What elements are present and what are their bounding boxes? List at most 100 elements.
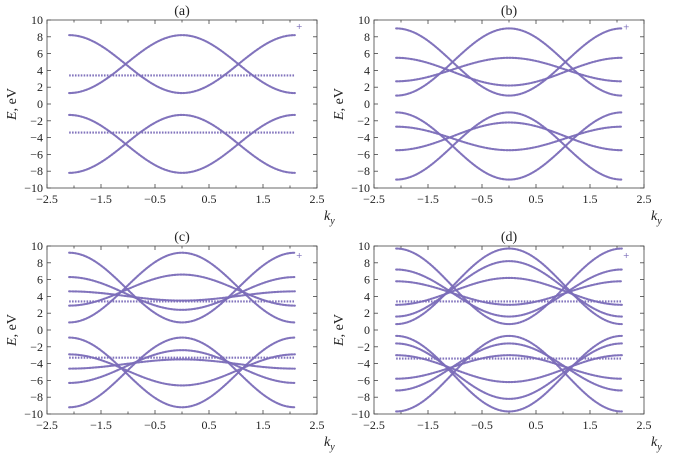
band-series-2: [68, 276, 296, 311]
x-tick-label: −0.5: [144, 192, 166, 206]
x-axis-subscript: y: [329, 442, 335, 453]
x-tick-label: −2.5: [36, 192, 58, 206]
band-series-5: [68, 113, 296, 174]
plot-frame: [46, 245, 318, 415]
x-tick-label: −0.5: [471, 418, 493, 432]
y-tick-label: −10: [24, 181, 43, 195]
y-tick-label: −4: [357, 357, 370, 371]
y-tick-label: −4: [30, 357, 43, 371]
y-tick-label: 4: [37, 289, 43, 303]
band-series-4: [395, 111, 623, 181]
y-tick-label: 6: [364, 47, 370, 61]
chart-panel-3: −2.5 −1.5 −0.5 0.5 1.5 2.5 10 8 6 4 2 0 −2 −4 −6 −8 −10 E…: [332, 230, 662, 453]
stray-data-point: +: [296, 251, 303, 260]
band-series-9: [395, 354, 623, 380]
x-tick-label: −2.5: [36, 418, 58, 432]
chart-panel-1: −2.5 −1.5 −0.5 0.5 1.5 2.5 10 8 6 4 2 0 −2 −4 −6 −8 −10 E…: [332, 4, 662, 227]
band-series-1: [395, 27, 623, 97]
band-series-4: [395, 280, 623, 306]
panel-label: (a): [174, 4, 190, 19]
y-tick-label: 4: [364, 63, 370, 77]
y-tick-label: −10: [24, 407, 43, 421]
y-tick-label: 10: [31, 239, 43, 253]
y-axis-symbol: E: [332, 111, 347, 121]
x-axis-label: ky: [324, 435, 335, 453]
y-tick-label: −2: [357, 340, 370, 354]
band-series-3: [395, 260, 623, 318]
band-series-7: [68, 358, 296, 370]
y-tick-label: 8: [37, 30, 43, 44]
y-tick-label: 8: [364, 256, 370, 270]
x-tick-label: 1.5: [256, 192, 271, 206]
y-tick-label: −6: [30, 147, 43, 161]
y-tick-label: 10: [31, 13, 43, 27]
y-tick-label: 0: [364, 323, 370, 337]
y-axis-label: E, eV: [332, 88, 347, 121]
x-tick-label: −1.5: [417, 192, 439, 206]
y-axis-unit: , eV: [332, 314, 347, 337]
y-tick-label: 2: [364, 80, 370, 94]
x-tick-label: 2.5: [637, 192, 652, 206]
plot-frame: [373, 245, 645, 415]
y-axis-unit: , eV: [332, 88, 347, 111]
x-tick-label: −0.5: [471, 192, 493, 206]
x-tick-label: −1.5: [417, 418, 439, 432]
band-series-13: [395, 334, 623, 413]
y-axis-symbol: E: [5, 337, 20, 347]
band-series-4: [68, 113, 296, 174]
y-tick-label: 0: [364, 97, 370, 111]
y-tick-label: 2: [37, 306, 43, 320]
chart-panel-0: −2.5 −1.5 −0.5 0.5 1.5 2.5 10 8 6 4 2 0 −2 −4 −6 −8 −10 E…: [5, 4, 335, 227]
band-series-8: [68, 353, 296, 387]
y-tick-label: 10: [358, 239, 370, 253]
band-series-0: [68, 251, 296, 324]
x-tick-label: −2.5: [363, 192, 385, 206]
y-tick-label: 6: [364, 273, 370, 287]
chart-panel-2: −2.5 −1.5 −0.5 0.5 1.5 2.5 10 8 6 4 2 0 −2 −4 −6 −8 −10 E…: [5, 230, 335, 453]
band-series-1: [395, 247, 623, 326]
y-tick-label: 8: [37, 256, 43, 270]
band-series-0: [395, 27, 623, 97]
x-axis-label: ky: [324, 209, 335, 227]
band-series-3: [68, 273, 296, 307]
band-series-5: [395, 111, 623, 181]
band-series-0: [68, 34, 296, 95]
y-axis-label: E, eV: [332, 314, 347, 347]
x-tick-label: 0.5: [202, 418, 217, 432]
x-axis-symbol: k: [324, 435, 331, 450]
x-tick-label: −0.5: [144, 418, 166, 432]
x-tick-label: 1.5: [256, 418, 271, 432]
y-tick-label: −10: [351, 181, 370, 195]
y-axis-unit: , eV: [5, 88, 20, 111]
band-series-1: [68, 34, 296, 95]
y-tick-label: −4: [357, 131, 370, 145]
x-tick-label: 2.5: [637, 418, 652, 432]
band-series-6: [395, 125, 623, 152]
x-axis-symbol: k: [651, 209, 658, 224]
x-tick-label: 2.5: [310, 192, 325, 206]
y-tick-label: −2: [30, 114, 43, 128]
plot-frame: [46, 19, 318, 189]
y-tick-label: 2: [364, 306, 370, 320]
x-axis-subscript: y: [656, 216, 662, 227]
stray-data-point: +: [296, 22, 303, 31]
y-axis-label: E, eV: [5, 314, 20, 347]
y-axis-symbol: E: [5, 111, 20, 121]
band-series-4: [68, 290, 296, 302]
band-series-8: [395, 354, 623, 384]
x-tick-label: 0.5: [202, 192, 217, 206]
band-series-10: [68, 336, 296, 409]
x-axis-symbol: k: [651, 435, 658, 450]
y-tick-label: −6: [357, 147, 370, 161]
y-tick-label: −10: [351, 407, 370, 421]
band-series-12: [395, 334, 623, 413]
panel-label: (d): [501, 230, 518, 245]
y-tick-label: 10: [358, 13, 370, 27]
stray-data-point: +: [623, 251, 630, 260]
x-tick-label: −1.5: [90, 418, 112, 432]
x-axis-label: ky: [651, 435, 662, 453]
band-series-10: [395, 342, 623, 400]
y-tick-label: 4: [37, 63, 43, 77]
y-axis-symbol: E: [332, 337, 347, 347]
